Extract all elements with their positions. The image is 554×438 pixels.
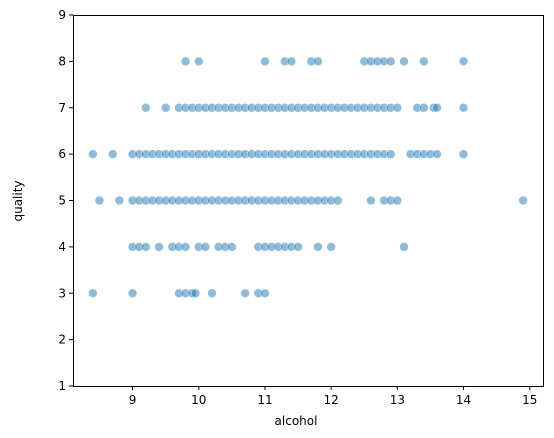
data-point — [240, 288, 250, 298]
data-point — [141, 242, 151, 252]
data-point — [399, 56, 409, 67]
data-point — [200, 242, 211, 252]
y-tick-label: 2 — [58, 333, 66, 347]
x-tick-label: 14 — [456, 393, 471, 407]
data-point — [386, 149, 396, 159]
data-point — [286, 56, 297, 67]
y-tick-label: 3 — [58, 286, 66, 300]
data-point — [392, 103, 403, 113]
x-axis: 9 10 11 12 13 14 15 — [129, 386, 537, 407]
y-tick-label: 1 — [58, 379, 66, 393]
data-point — [419, 103, 429, 113]
data-point — [260, 288, 270, 298]
data-point — [313, 242, 323, 252]
data-point — [88, 288, 98, 298]
data-point — [180, 242, 191, 252]
data-point — [518, 195, 528, 206]
y-axis: 1 2 3 4 5 6 7 8 9 — [58, 8, 74, 393]
data-point — [432, 103, 442, 113]
y-tick-label: 8 — [58, 54, 66, 68]
data-point — [333, 195, 343, 206]
data-point — [190, 288, 201, 298]
data-point — [141, 103, 151, 113]
x-tick-label: 11 — [257, 393, 272, 407]
data-point — [180, 56, 191, 67]
x-tick-label: 13 — [390, 393, 405, 407]
y-tick-label: 4 — [58, 240, 66, 254]
data-point — [458, 103, 469, 113]
data-point — [127, 288, 138, 298]
x-tick-label: 10 — [191, 393, 206, 407]
data-point — [260, 56, 270, 67]
x-tick-label: 12 — [324, 393, 339, 407]
data-point — [194, 56, 204, 67]
data-point — [207, 288, 217, 298]
data-point — [94, 195, 105, 206]
data-point — [326, 242, 336, 252]
data-point — [313, 56, 323, 67]
y-tick-label: 5 — [58, 194, 66, 208]
data-point — [88, 149, 98, 159]
x-tick-label: 9 — [129, 393, 137, 407]
y-axis-label: quality — [11, 180, 25, 221]
data-point — [432, 149, 442, 159]
data-point — [108, 149, 118, 159]
data-point — [227, 242, 237, 252]
y-tick-label: 7 — [58, 101, 66, 115]
data-point — [392, 195, 403, 206]
data-point — [160, 103, 171, 113]
y-tick-label: 6 — [58, 147, 66, 161]
x-axis-label: alcohol — [275, 414, 318, 428]
data-point — [399, 242, 409, 252]
points-layer — [88, 56, 528, 298]
data-point — [114, 195, 125, 206]
data-point — [293, 242, 303, 252]
data-point — [386, 56, 396, 67]
data-point — [366, 195, 376, 206]
data-point — [458, 149, 469, 159]
data-point — [154, 242, 164, 252]
data-point — [458, 56, 469, 67]
y-tick-label: 9 — [58, 8, 66, 22]
data-point — [419, 56, 429, 67]
x-tick-label: 15 — [522, 393, 537, 407]
